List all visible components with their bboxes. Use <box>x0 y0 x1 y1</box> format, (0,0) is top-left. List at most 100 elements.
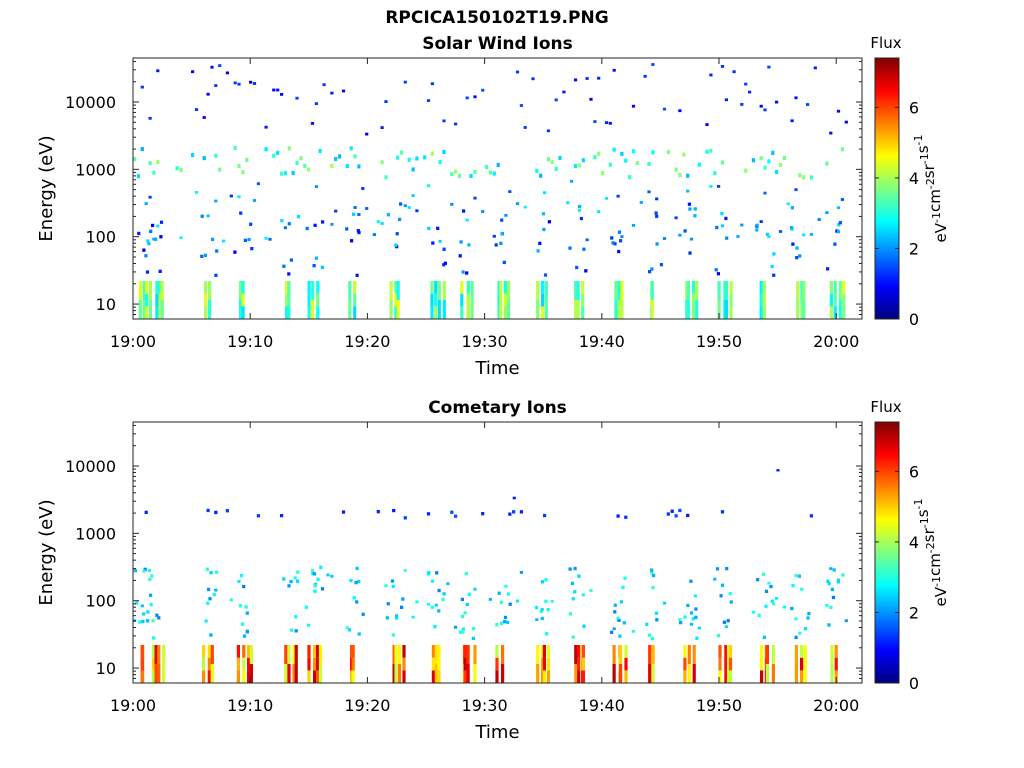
flux-cell <box>488 170 492 175</box>
flux-cell <box>207 670 211 683</box>
flux-cell <box>826 579 830 583</box>
flux-cell <box>303 163 307 168</box>
flux-cell <box>542 645 546 658</box>
flux-cell <box>249 222 253 226</box>
flux-cell <box>679 621 683 625</box>
flux-cell <box>803 664 807 683</box>
flux-cell <box>245 611 249 615</box>
flux-cell <box>692 664 696 683</box>
flux-cell <box>728 670 733 683</box>
flux-cell <box>280 514 284 518</box>
flux-cell <box>321 220 325 224</box>
flux-cell <box>357 164 361 169</box>
flux-cell <box>352 596 356 600</box>
flux-cell <box>442 281 446 300</box>
x-tick-label: 20:00 <box>813 696 859 715</box>
flux-cell <box>243 238 247 242</box>
flux-cell <box>202 156 206 161</box>
flux-cell <box>454 514 458 518</box>
flux-cell <box>683 670 687 683</box>
flux-cell <box>287 146 291 151</box>
flux-cell <box>287 645 291 664</box>
flux-cell <box>689 579 693 583</box>
flux-cell <box>431 657 435 671</box>
flux-cell <box>729 293 733 307</box>
flux-cell <box>473 95 477 99</box>
flux-cell <box>436 226 440 230</box>
flux-cell <box>434 281 438 294</box>
flux-cell <box>585 77 589 80</box>
flux-cell <box>446 582 450 586</box>
flux-cell <box>494 243 498 247</box>
flux-cell <box>353 281 357 294</box>
flux-cell <box>726 619 730 623</box>
flux-cell <box>705 149 709 154</box>
flux-cell <box>473 196 477 200</box>
flux-cell <box>497 293 501 307</box>
flux-cell <box>500 231 504 236</box>
flux-cell <box>287 222 291 226</box>
flux-cell <box>765 645 769 664</box>
flux-cell <box>659 263 663 267</box>
flux-cell <box>376 220 380 223</box>
flux-cell <box>450 510 454 514</box>
flux-cell <box>454 169 458 174</box>
flux-cell <box>755 223 759 227</box>
flux-cell <box>830 664 834 683</box>
flux-cell <box>687 202 691 206</box>
flux-cell <box>415 156 419 161</box>
flux-cell <box>158 281 162 294</box>
flux-cell <box>614 281 618 300</box>
flux-cell <box>242 645 246 658</box>
flux-cell <box>202 657 206 671</box>
flux-cell <box>431 670 435 683</box>
flux-cell <box>465 96 469 100</box>
flux-cell <box>351 645 355 658</box>
flux-cell <box>838 300 842 319</box>
flux-cell <box>426 99 431 102</box>
x-tick-label: 19:40 <box>579 696 625 715</box>
flux-cell <box>158 306 162 319</box>
flux-cell <box>437 281 441 300</box>
flux-cell <box>349 146 353 151</box>
flux-cell <box>541 306 545 319</box>
flux-cell <box>833 306 837 319</box>
flux-cell <box>394 645 398 664</box>
flux-cell <box>437 670 441 683</box>
flux-cell <box>610 630 614 634</box>
flux-cell <box>157 645 161 664</box>
flux-cell <box>296 579 300 583</box>
flux-cell <box>200 254 204 258</box>
flux-cell <box>159 220 164 224</box>
flux-cell <box>499 621 504 625</box>
flux-cell <box>713 577 717 581</box>
colorbar-tick-label: 6 <box>909 98 919 117</box>
flux-cell <box>577 574 581 578</box>
flux-cell <box>481 88 485 92</box>
flux-cell <box>540 616 544 621</box>
flux-cell <box>566 201 570 205</box>
flux-cell <box>247 237 251 242</box>
y-tick-label: 100 <box>85 228 116 247</box>
flux-cell <box>662 237 667 240</box>
flux-cell <box>133 568 137 573</box>
plot-frame <box>132 57 863 320</box>
flux-cell <box>158 269 162 273</box>
flux-cell <box>353 306 357 319</box>
flux-cell <box>423 155 427 160</box>
flux-cell <box>242 670 246 683</box>
x-tick-label: 19:10 <box>227 332 273 351</box>
flux-cell <box>438 239 442 243</box>
flux-cell <box>361 187 365 190</box>
flux-cell <box>365 207 369 210</box>
flux-cell <box>759 306 763 319</box>
flux-cell <box>399 150 404 155</box>
flux-cell <box>795 246 799 250</box>
flux-cell <box>307 281 311 294</box>
flux-cell <box>575 265 579 270</box>
flux-cell <box>619 664 623 683</box>
flux-cell <box>206 508 210 513</box>
flux-cell <box>617 230 622 234</box>
flux-cell <box>492 171 496 176</box>
flux-cell <box>287 584 291 588</box>
